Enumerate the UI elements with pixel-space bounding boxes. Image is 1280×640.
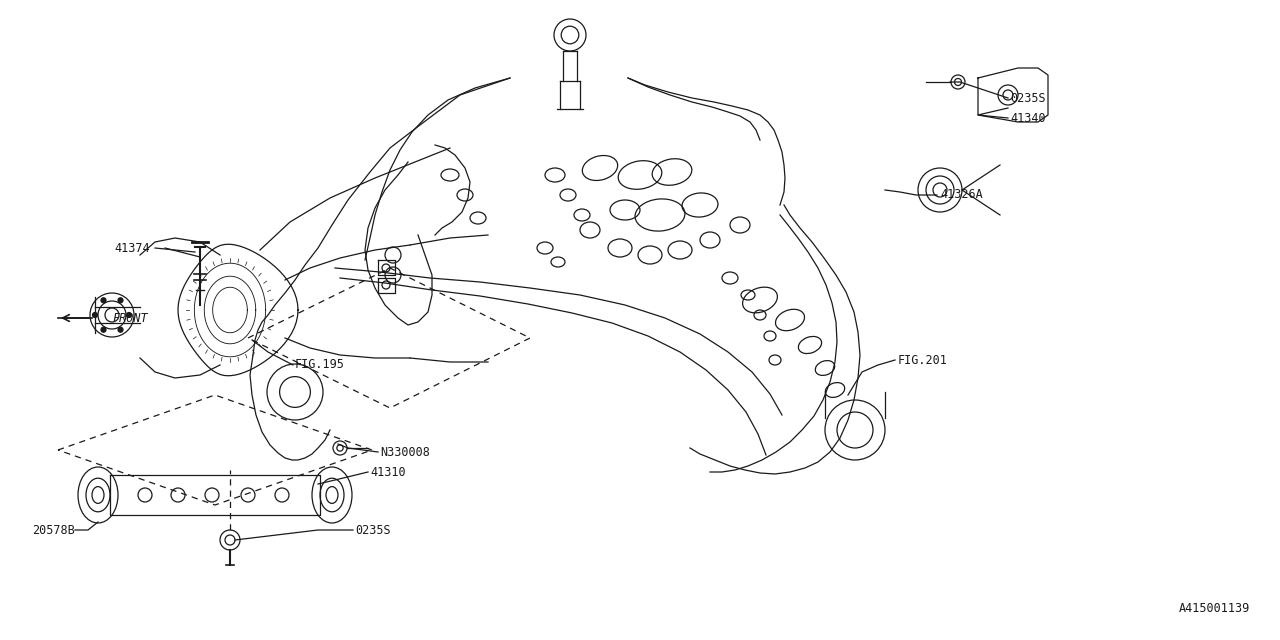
- Circle shape: [127, 312, 132, 317]
- Text: 41374: 41374: [114, 241, 150, 255]
- Circle shape: [101, 327, 106, 332]
- Text: A415001139: A415001139: [1179, 602, 1251, 614]
- Circle shape: [101, 298, 106, 303]
- Text: 20578B: 20578B: [32, 524, 76, 536]
- Text: N330008: N330008: [380, 445, 430, 458]
- Circle shape: [118, 298, 123, 303]
- Text: 41326A: 41326A: [940, 189, 983, 202]
- Text: FRONT: FRONT: [113, 312, 147, 324]
- Circle shape: [92, 312, 97, 317]
- Text: 0235S: 0235S: [1010, 92, 1046, 104]
- Text: FIG.195: FIG.195: [294, 358, 344, 371]
- Text: FIG.201: FIG.201: [899, 353, 948, 367]
- Circle shape: [118, 327, 123, 332]
- Text: 41310: 41310: [370, 465, 406, 479]
- Text: 41340: 41340: [1010, 111, 1046, 125]
- Text: 0235S: 0235S: [355, 524, 390, 536]
